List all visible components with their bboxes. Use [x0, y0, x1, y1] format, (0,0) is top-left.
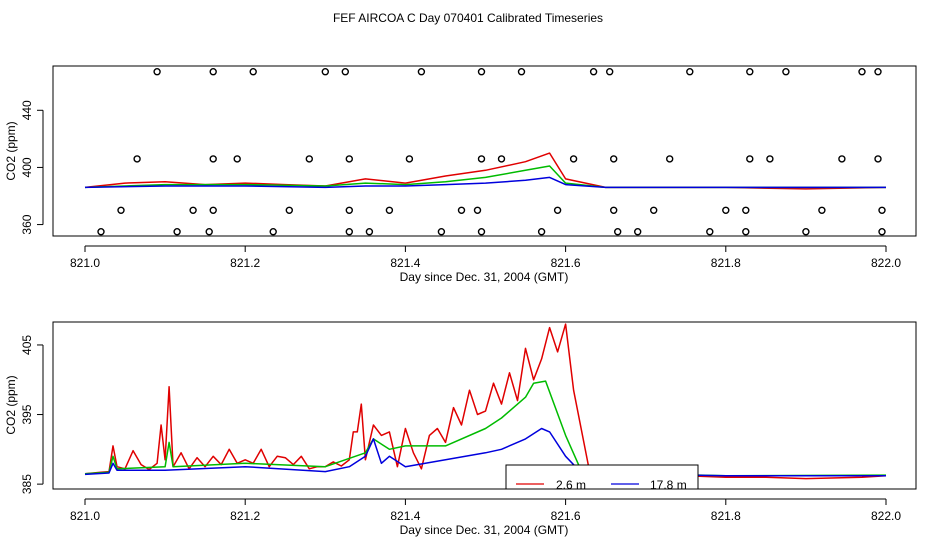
upper-scatter-point	[417, 67, 426, 76]
lower-panel: 821.0 821.2 821.4 821.6 821.8 822.0385395405 …	[4, 321, 917, 537]
upper-scatter-point	[742, 227, 750, 236]
lower-x-tick-label: 821.2	[230, 509, 260, 523]
lower-series-line-1	[84, 380, 887, 477]
upper-scatter-point	[477, 67, 486, 76]
upper-scatter-point	[874, 155, 882, 163]
upper-x-tick-label: 821.2	[230, 256, 260, 270]
lower-y-tick-label: 385	[20, 474, 34, 494]
legend-box	[505, 464, 699, 490]
upper-scatter-point	[205, 227, 213, 236]
upper-series-line-2	[84, 176, 886, 189]
upper-scatter-point	[589, 67, 598, 76]
lower-series-line-2	[84, 427, 886, 477]
upper-scatter-point	[305, 155, 313, 163]
upper-scatter-point	[766, 155, 774, 163]
upper-x-tick-label: 821.8	[711, 256, 741, 270]
lower-x-tick-label: 821.8	[711, 509, 741, 523]
upper-y-axis-label: CO2 (ppm)	[4, 121, 18, 180]
upper-scatter-point	[517, 67, 526, 76]
upper-scatter-point	[606, 67, 614, 76]
upper-scatter-point	[666, 155, 674, 163]
upper-scatter-point	[209, 206, 217, 215]
lower-x-tick-label: 822.0	[871, 509, 901, 523]
upper-scatter-point	[686, 67, 694, 76]
upper-scatter-point	[858, 67, 866, 76]
upper-scatter-point	[569, 155, 578, 163]
upper-scatter-point	[610, 206, 618, 215]
upper-scatter-point	[249, 67, 257, 76]
upper-scatter-point	[537, 227, 546, 236]
upper-scatter-point	[457, 206, 466, 215]
upper-scatter-point	[610, 155, 618, 163]
upper-scatter-point	[345, 155, 353, 163]
upper-scatter-point	[285, 206, 293, 215]
legend-label-17-8m: 17.8 m	[650, 478, 687, 492]
upper-scatter-point	[153, 67, 161, 76]
upper-scatter-point	[209, 155, 217, 163]
lower-y-axis-label: CO2 (ppm)	[4, 375, 18, 434]
upper-scatter-point	[385, 206, 394, 215]
upper-x-axis-label: Day since Dec. 31, 2004 (GMT)	[400, 270, 569, 284]
upper-scatter-point	[345, 206, 353, 215]
upper-series-line-1	[84, 165, 886, 189]
upper-scatter-point	[117, 206, 125, 215]
upper-scatter-point	[321, 67, 329, 76]
upper-scatter-point	[874, 67, 882, 76]
upper-scatter-point	[634, 227, 642, 236]
upper-scatter-point	[742, 206, 750, 215]
upper-y-tick-label: 400	[20, 157, 34, 177]
upper-x-tick-label: 822.0	[871, 256, 901, 270]
lower-plot-frame	[52, 321, 917, 490]
upper-scatter-point	[473, 206, 482, 215]
upper-scatter-point	[437, 227, 446, 236]
lower-y-tick-label: 405	[20, 335, 34, 355]
upper-plot-frame	[52, 65, 917, 237]
upper-x-tick-label: 821.6	[551, 256, 581, 270]
lower-x-tick-label: 821.6	[551, 509, 581, 523]
upper-scatter-point	[497, 155, 506, 163]
upper-y-tick-label: 360	[20, 214, 34, 234]
upper-scatter-point	[878, 206, 886, 215]
upper-panel: 821.0 821.2 821.4 821.6 821.8 822.0360400440 …	[4, 65, 917, 284]
upper-scatter-point	[746, 67, 754, 76]
upper-scatter-point	[133, 155, 141, 163]
upper-scatter-point	[782, 67, 790, 76]
upper-scatter-point	[878, 227, 886, 236]
upper-scatter-point	[818, 206, 826, 215]
lower-y-tick-label: 395	[20, 404, 34, 424]
upper-scatter-point	[189, 206, 197, 215]
upper-scatter-point	[477, 227, 486, 236]
upper-scatter-point	[365, 227, 374, 236]
upper-scatter-point	[802, 227, 810, 236]
upper-scatter-point	[706, 227, 714, 236]
chart-title: FEF AIRCOA C Day 070401 Calibrated Times…	[333, 11, 603, 25]
upper-x-tick-label: 821.0	[70, 256, 100, 270]
upper-scatter-point	[746, 155, 754, 163]
upper-scatter-point	[97, 227, 105, 236]
upper-scatter-point	[650, 206, 658, 215]
legend: 2.6 m 17.8 m	[505, 464, 699, 492]
lower-x-axis-label: Day since Dec. 31, 2004 (GMT)	[400, 523, 569, 537]
legend-label-2-6m: 2.6 m	[556, 478, 586, 492]
upper-scatter-point	[341, 67, 349, 76]
lower-series-line-0	[84, 323, 887, 480]
upper-scatter-point	[614, 227, 622, 236]
upper-scatter-point	[838, 155, 846, 163]
lower-x-tick-label: 821.4	[390, 509, 420, 523]
upper-x-tick-label: 821.4	[390, 256, 420, 270]
upper-scatter-point	[209, 67, 217, 76]
upper-scatter-point	[477, 155, 486, 163]
upper-scatter-point	[233, 155, 241, 163]
upper-scatter-point	[345, 227, 353, 236]
upper-scatter-point	[405, 155, 414, 163]
upper-scatter-point	[173, 227, 181, 236]
upper-scatter-point	[553, 206, 562, 215]
upper-scatter-point	[722, 206, 730, 215]
lower-x-tick-label: 821.0	[70, 509, 100, 523]
upper-y-tick-label: 440	[20, 100, 34, 120]
upper-scatter-point	[269, 227, 277, 236]
